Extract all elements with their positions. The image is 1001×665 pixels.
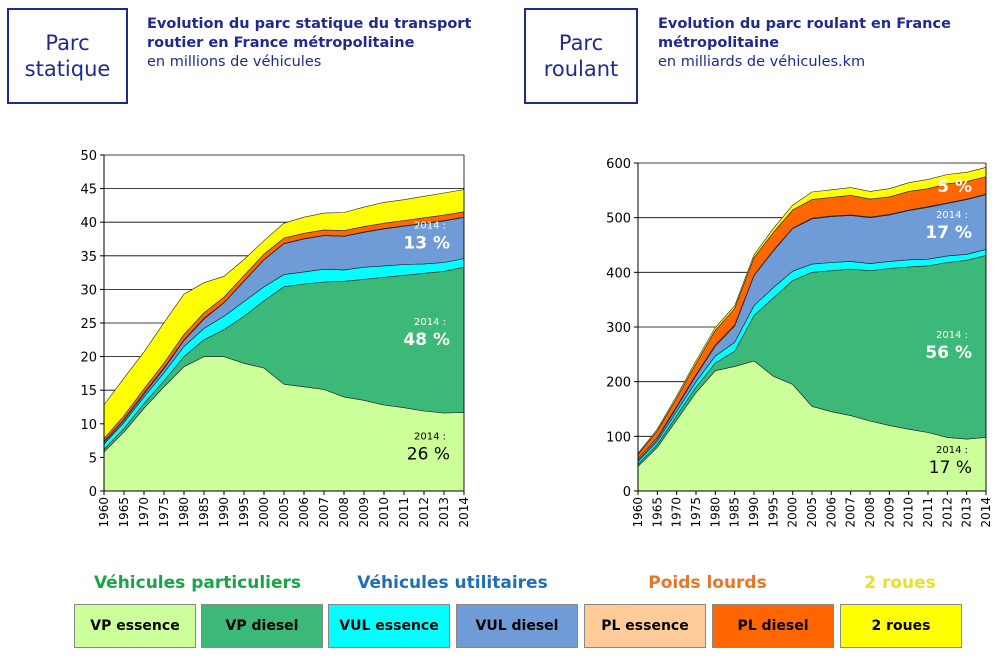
y-tick-label: 40 [80,216,97,231]
x-tick-label: 2012 [940,497,954,528]
legend-vul-essence: VUL essence [328,604,450,648]
legend-vp-diesel: VP diesel [201,604,323,648]
legend-2-roues: 2 roues [840,604,962,648]
x-tick-label: 1985 [197,497,211,528]
x-tick-label: 1980 [177,497,191,528]
right-chart-title: Evolution du parc roulant en France métr… [658,15,988,72]
x-tick-label: 2005 [277,497,291,528]
y-tick-label: 10 [80,418,97,433]
annotation-share: 56 % [925,343,972,363]
x-tick-label: 2007 [844,497,858,528]
x-tick-label: 1995 [766,497,780,528]
annotation-year-label: 2014 : [414,431,446,442]
legend-group-2-roues: 2 roues [864,573,936,593]
x-tick-label: 2009 [357,497,371,528]
x-tick-label: 2013 [960,497,974,528]
x-tick-label: 1975 [689,497,703,528]
annotation-share: 17 % [929,458,972,478]
x-tick-label: 1990 [217,497,231,528]
y-tick-label: 200 [606,376,631,391]
x-tick-label: 2008 [337,497,351,528]
parc-roulant-box: Parc roulant [524,8,638,104]
legend-pl-diesel: PL diesel [712,604,834,648]
annotation-share: 5 % [937,177,972,197]
parc-statique-box-line2: statique [24,57,111,81]
x-tick-label: 1990 [747,497,761,528]
parc-roulant-chart: 0 100 200 300 400 500 600 1960 1965 1970 1975 1980 1… [606,157,993,528]
x-tick-label: 1970 [137,497,151,528]
x-tick-label: 2010 [377,497,391,528]
x-tick-label: 2014 [457,497,471,528]
y-tick-label: 0 [623,485,631,500]
x-tick-label: 2006 [824,497,838,528]
x-tick-label: 2000 [257,497,271,528]
annotation-year-label: 2014 : [936,445,968,456]
parc-roulant-box-line2: roulant [543,57,619,81]
y-tick-label: 35 [80,250,97,265]
y-tick-label: 100 [606,430,631,445]
y-tick-label: 600 [606,157,631,172]
y-tick-label: 15 [80,384,97,399]
legend-group-poids-lourds: Poids lourds [648,573,767,593]
annotation-year-label: 2014 : [936,210,968,221]
x-tick-label: 1960 [631,497,645,528]
annotation-share: 26 % [407,444,450,464]
annotation-share: 17 % [925,223,972,243]
y-tick-label: 25 [80,317,97,332]
x-tick-label: 1980 [708,497,722,528]
right-title-line1: Evolution du parc roulant en France [658,16,951,32]
right-subtitle: en milliards de véhicules.km [658,54,866,70]
parc-statique-box-line1: Parc [45,31,90,55]
left-chart-title: Evolution du parc statique du transport … [147,15,487,72]
x-tick-label: 2008 [863,497,877,528]
x-tick-label: 1960 [97,497,111,528]
left-subtitle: en millions de véhicules [147,54,322,70]
y-tick-label: 50 [80,149,97,164]
annotation-share: 13 % [403,233,450,253]
left-title-line1: Evolution du parc statique du transport [147,16,472,32]
legend-group-vehicules-utilitaires: Véhicules utilitaires [357,573,548,593]
parc-statique-chart: 0 5 10 15 20 25 30 35 40 45 50 1960 1965 1970 1975 1980… [80,149,471,528]
x-tick-label: 2013 [437,497,451,528]
x-tick-label: 1995 [237,497,251,528]
x-tick-label: 1965 [650,497,664,528]
x-tick-label: 2010 [902,497,916,528]
x-tick-label: 2011 [921,497,935,528]
y-tick-label: 20 [80,351,97,366]
right-title-line2: métropolitaine [658,35,780,51]
y-tick-label: 30 [80,283,97,298]
y-tick-label: 500 [606,212,631,227]
y-tick-label: 5 [89,451,97,466]
x-tick-label: 1985 [728,497,742,528]
x-tick-label: 2014 [979,497,993,528]
annotation-share: 48 % [403,330,450,350]
x-tick-label: 1965 [117,497,131,528]
x-tick-label: 2006 [297,497,311,528]
x-tick-label: 2012 [417,497,431,528]
legend-pl-essence: PL essence [584,604,706,648]
x-tick-label: 2005 [805,497,819,528]
annotation-year-label: 2014 : [936,330,968,341]
annotation-year-label: 2014 : [414,220,446,231]
legend-vul-diesel: VUL diesel [456,604,578,648]
annotation-year-label: 2014 : [414,317,446,328]
x-tick-label: 2009 [882,497,896,528]
legend-group-vehicules-particuliers: Véhicules particuliers [93,573,302,593]
parc-roulant-box-line1: Parc [558,31,604,55]
x-tick-label: 2000 [786,497,800,528]
parc-statique-box: Parc statique [7,8,128,104]
y-tick-label: 300 [606,321,631,336]
y-tick-label: 400 [606,266,631,281]
legend-vp-essence: VP essence [74,604,196,648]
x-tick-label: 2007 [317,497,331,528]
x-tick-label: 2011 [397,497,411,528]
y-tick-label: 45 [80,183,97,198]
left-title-line2: routier en France métropolitaine [147,35,415,51]
x-tick-label: 1970 [670,497,684,528]
x-tick-label: 1975 [157,497,171,528]
y-tick-label: 0 [89,485,97,500]
